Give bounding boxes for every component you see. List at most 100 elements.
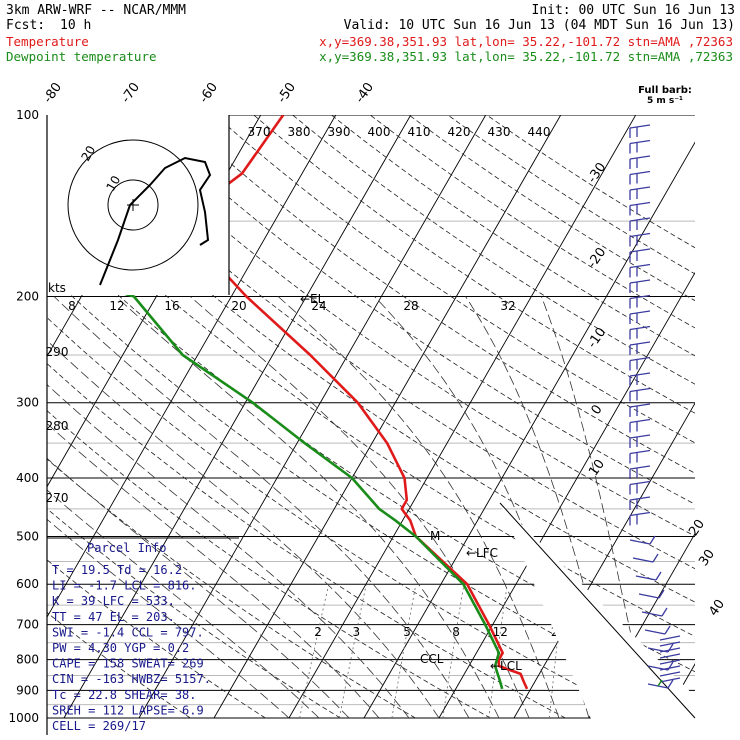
mixing-ratio-label: 2 [314, 625, 322, 639]
isotherm-label: 10 [586, 457, 608, 479]
isotherm [588, 532, 695, 719]
isotherm-label: -40 [353, 80, 377, 106]
wind-barb-lower [659, 671, 681, 677]
wind-barb [629, 449, 651, 455]
dry-adiabat [47, 363, 566, 719]
theta-label: 390 [328, 125, 351, 139]
parcel-info-row: CIN = -163 HWBZ= 5157. [52, 672, 211, 686]
theta-label: 400 [368, 125, 391, 139]
dry-adiabat [214, 115, 695, 444]
forecast-label: Fcst: [6, 18, 45, 33]
wind-barb [629, 539, 651, 545]
theta-label: 420 [448, 125, 471, 139]
wind-barb-flag [664, 625, 671, 635]
barb-legend-title: Full barb: [638, 85, 692, 96]
init-time: Init: 00 UTC Sun 16 Jun 13 [532, 3, 736, 18]
wind-barb-lower [659, 665, 681, 671]
parcel-info-row: TT = 47 EL = 203. [52, 610, 175, 624]
wind-barb [635, 575, 657, 581]
wind-barb-flag [649, 535, 656, 545]
theta-label: 380 [288, 125, 311, 139]
wind-barb-lower [659, 653, 681, 659]
legend-temperature-info: x,y=369.38,351.93 lat,lon= 35.22,-101.72… [319, 34, 733, 49]
isotherm-label: -20 [585, 245, 609, 271]
pressure-tick-label: 300 [16, 396, 39, 410]
wind-barb-lower [659, 647, 681, 653]
wind-barb-lower [659, 659, 681, 665]
valid-time: Valid: 10 UTC Sun 16 Jun 13 (04 MDT Sun … [344, 18, 735, 33]
dry-adiabat [331, 115, 695, 357]
moist-adiabat [47, 457, 350, 719]
wind-barb [629, 465, 651, 470]
hodograph-speed-label: 28 [403, 299, 418, 313]
parcel-info-row: SREH = 112 LAPSE= 6.9 [52, 703, 204, 717]
el-marker: ←EL [300, 292, 325, 306]
pressure-tick-label: 200 [16, 290, 39, 304]
mixing-ratio-line [299, 584, 330, 719]
wind-barb-flag [655, 571, 662, 581]
moist-adiabat [541, 296, 650, 719]
moist-adiabat [47, 518, 290, 719]
parcel-info-title: Parcel Info [87, 541, 166, 555]
isotherm-label: -70 [119, 80, 143, 106]
plot-corner-edge [499, 502, 696, 719]
wind-barb [629, 496, 651, 501]
parcel-info-row: CELL = 269/17 [52, 719, 146, 733]
isotherm [288, 115, 637, 719]
parcel-info-row: CAPE = 158 SWEAT= 269 [52, 657, 204, 671]
hodograph-ring-label: 20 [78, 143, 98, 163]
wind-barb [629, 155, 651, 160]
hodograph-ring [107, 179, 159, 231]
isotherm [213, 115, 562, 719]
moist-adiabat [47, 384, 410, 719]
hodograph-trace [99, 156, 212, 286]
wind-barb [629, 217, 651, 222]
moist-adiabat [465, 296, 620, 719]
wind-barb-lower [659, 677, 681, 683]
isotherm [138, 115, 487, 719]
wind-barb [629, 170, 651, 176]
hodograph-ring-label: 10 [103, 173, 123, 193]
isotherm [513, 402, 695, 719]
mixing-ratio-label: 5 [403, 625, 411, 639]
hodograph-ring [67, 139, 199, 271]
lfc-marker: ←LFC [466, 546, 498, 560]
pressure-tick-label: 900 [16, 683, 39, 697]
pressure-tick-label: 600 [16, 577, 39, 591]
dry-adiabat [47, 508, 341, 719]
wind-barb [629, 434, 651, 439]
isotherm-label: -80 [41, 80, 65, 106]
wind-barb [632, 557, 654, 563]
hodograph-speed-label: 16 [164, 299, 179, 313]
parcel-info-row: K = 39 LFC = 533. [52, 594, 175, 608]
theta-label: 410 [408, 125, 431, 139]
wind-barb [629, 480, 651, 486]
wind-barb-flag [661, 607, 668, 617]
pressure-tick-label: 500 [16, 529, 39, 543]
wind-barb [638, 593, 660, 599]
isotherm [438, 271, 695, 719]
moist-adiabat [47, 339, 440, 719]
isotherm-label: 40 [706, 597, 728, 619]
mixing-ratio-label: 12 [493, 625, 508, 639]
wind-barb-flag [652, 553, 659, 563]
wind-barb [629, 387, 651, 393]
wind-barb [629, 279, 651, 284]
wind-barb-surface [657, 679, 663, 687]
wind-barb [629, 310, 651, 315]
parcel-info-row: Tc = 22.8 SHEAR= 38. [52, 688, 197, 702]
dry-adiabat [292, 115, 695, 385]
dry-adiabat [47, 227, 695, 673]
wind-barb [629, 124, 651, 129]
legend-dewpoint-info: x,y=369.38,351.93 lat,lon= 35.22,-101.72… [319, 49, 733, 64]
wind-barb [629, 294, 651, 300]
wind-barb [629, 263, 651, 269]
theta-label-left: 280 [46, 419, 69, 433]
legend-temperature-name: Temperature [6, 34, 89, 49]
mixing-ratio-label: 3 [353, 625, 361, 639]
theta-label: 440 [528, 125, 551, 139]
parcel-info-row: LI = -1.7 LCL = 816. [52, 579, 197, 593]
hodograph-speed-label: 24 [311, 299, 326, 313]
moist-adiabat [115, 296, 500, 719]
